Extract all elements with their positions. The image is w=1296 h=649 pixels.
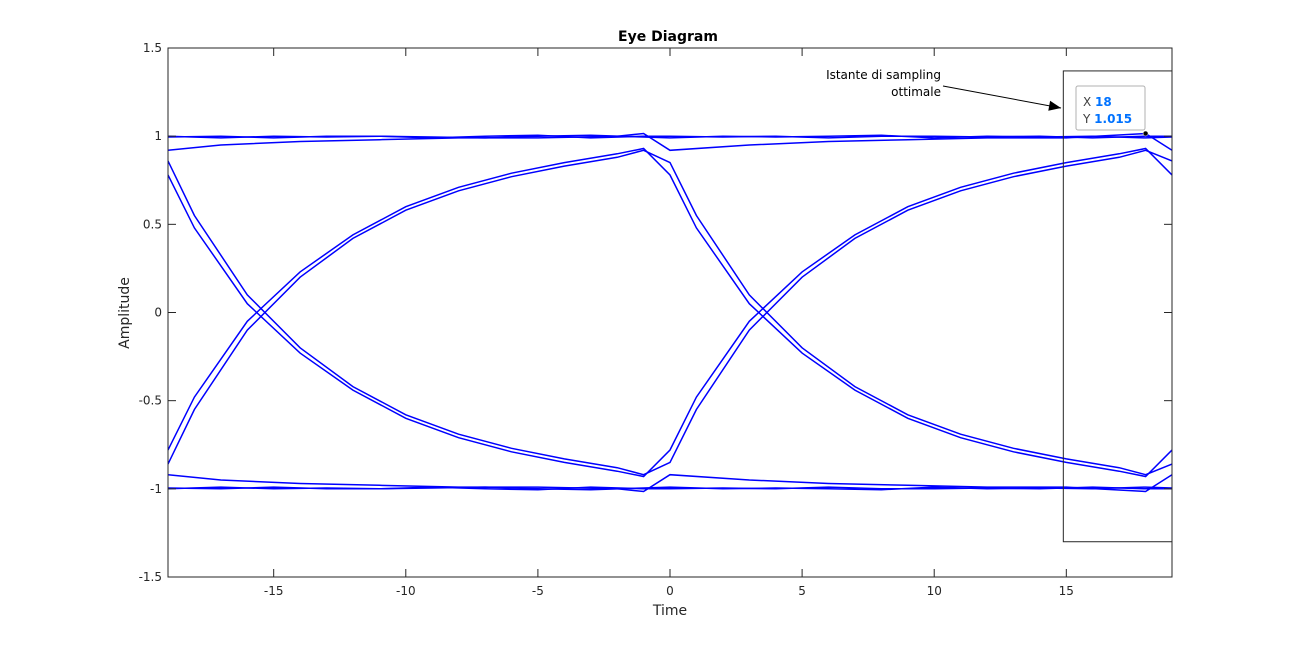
datatip-x-value: 18 [1095,95,1112,109]
y-tick-label: 0.5 [143,217,162,231]
datatip-y-row: Y 1.015 [1082,112,1132,126]
datatip-x-label: X [1083,95,1095,109]
x-tick-label: -10 [396,584,416,598]
eye-trace-8 [168,134,1172,139]
eye-trace-1 [168,149,1172,476]
x-tick-label: -15 [264,584,284,598]
x-tick-label: 15 [1059,584,1074,598]
annotation-text-line: ottimale [891,85,941,99]
y-tick-label: 1.5 [143,41,162,55]
x-tick-label: 5 [798,584,806,598]
y-tick-label: -1 [150,482,162,496]
datatip-y-value: 1.015 [1094,112,1132,126]
x-tick-label: -5 [532,584,544,598]
x-tick-label: 10 [927,584,942,598]
y-tick-label: 0 [154,306,162,320]
eye-trace-4 [168,147,1172,478]
eye-trace-10 [168,486,1172,491]
x-tick-label: 0 [666,584,674,598]
x-axis-label: Time [652,603,687,619]
annotation-arrow-head [1048,100,1061,111]
datatip-x-row: X 18 [1083,95,1112,109]
annotation-arrow-line [942,85,1062,109]
y-tick-label: -0.5 [139,394,162,408]
datatip-y-label: Y [1082,112,1094,126]
chart-title: Eye Diagram [618,29,718,45]
datatip-background [1075,85,1146,131]
datatip-box[interactable]: X 18Y 1.015 [1075,85,1146,131]
y-axis-label: Amplitude [117,277,133,349]
eye-trace-3 [168,149,1172,476]
y-tick-label: -1.5 [139,570,162,584]
eye-trace-6 [168,473,1172,493]
y-tick-label: 1 [154,129,162,143]
sampling-window-rect [1062,70,1173,543]
annotation-text-line: Istante di sampling [826,68,941,82]
datatip-marker[interactable] [1142,130,1149,137]
eye-trace-2 [168,147,1172,478]
eye-trace-5 [168,132,1172,152]
